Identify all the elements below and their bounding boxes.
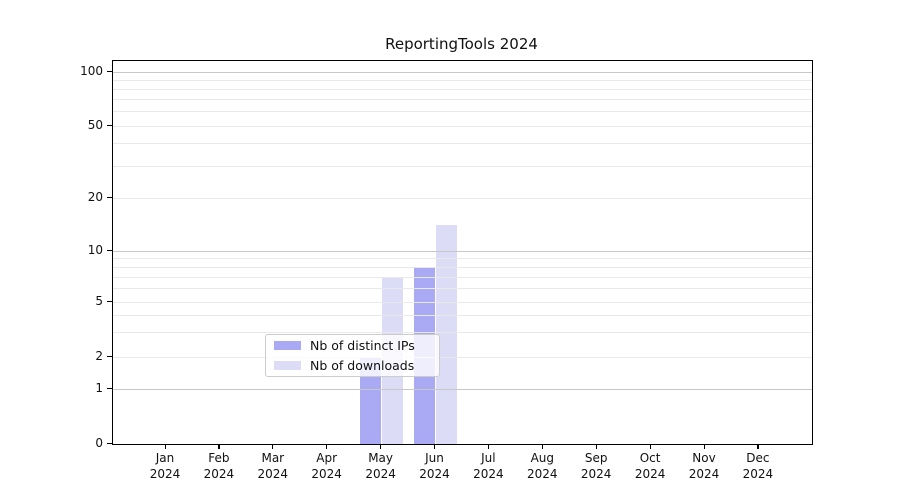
x-tick-mark (757, 444, 759, 449)
x-tick-mark (434, 444, 436, 449)
y-tick-mark (107, 249, 112, 251)
y-tick-mark (107, 70, 112, 72)
legend-label-downloads: Nb of downloads (310, 358, 415, 373)
y-tick-label: 100 (80, 64, 103, 78)
x-tick-label-nov: Nov 2024 (677, 450, 731, 482)
x-tick-year: 2024 (634, 467, 666, 481)
y-tick-label: 5 (95, 294, 103, 308)
gridline-minor (113, 332, 812, 334)
x-tick-label-mar: Mar 2024 (246, 450, 300, 482)
gridline-minor (113, 288, 812, 290)
x-tick-year: 2024 (257, 467, 289, 481)
legend-swatch-distinct-ips (274, 341, 301, 350)
x-tick-year: 2024 (419, 467, 450, 481)
x-tick-label-oct: Oct 2024 (623, 450, 677, 482)
x-tick-label-may: May 2024 (354, 450, 408, 482)
legend-item-distinct-ips: Nb of distinct IPs (266, 337, 439, 354)
legend-item-downloads: Nb of downloads (266, 357, 439, 374)
y-tick-label: 2 (95, 349, 103, 363)
y-tick-mark (107, 442, 112, 444)
gridline-minor (113, 165, 812, 167)
x-tick-label-feb: Feb 2024 (192, 450, 246, 482)
gridline-major (113, 250, 812, 252)
gridline-minor (113, 79, 812, 81)
x-tick-year: 2024 (149, 467, 181, 481)
gridline-minor (113, 197, 812, 199)
x-tick-mark (487, 444, 490, 449)
gridline-minor (113, 125, 812, 127)
gridline-minor (113, 99, 812, 101)
x-tick-mark (703, 444, 705, 449)
x-tick-label-jan: Jan 2024 (138, 450, 192, 482)
gridline-minor (113, 356, 812, 358)
x-tick-year: 2024 (311, 467, 342, 481)
x-tick-mark (380, 444, 382, 449)
chart-title: ReportingTools 2024 (385, 35, 538, 53)
gridline-major (113, 71, 812, 73)
y-tick-label: 10 (87, 243, 103, 257)
x-tick-year: 2024 (742, 467, 774, 481)
gridline-major (113, 388, 812, 390)
gridline-minor (113, 301, 812, 303)
y-tick-label: 1 (95, 381, 103, 395)
plot-area (112, 60, 813, 445)
x-tick-year: 2024 (527, 467, 558, 481)
gridline-minor (113, 143, 812, 145)
x-tick-label-aug: Aug 2024 (515, 450, 569, 482)
y-tick-mark (107, 196, 112, 198)
y-tick-label: 0 (95, 436, 103, 450)
x-tick-year: 2024 (365, 467, 396, 481)
x-tick-label-sep: Sep 2024 (569, 450, 623, 482)
x-tick-year: 2024 (580, 467, 612, 481)
y-tick-mark (107, 355, 112, 357)
y-tick-mark (107, 124, 112, 126)
bar-nb-of-distinct-ips (359, 357, 381, 444)
x-tick-label-jun: Jun 2024 (408, 450, 462, 482)
legend-swatch-downloads (274, 361, 301, 370)
x-tick-label-dec: Dec 2024 (731, 450, 785, 482)
x-tick-label-jul: Jul 2024 (461, 450, 515, 482)
gridline-minor (113, 266, 812, 268)
x-tick-label-apr: Apr 2024 (300, 450, 354, 482)
y-tick-mark (107, 387, 112, 389)
gridline-minor (113, 276, 812, 278)
gridline-minor (113, 258, 812, 260)
x-tick-mark (595, 444, 597, 449)
x-tick-year: 2024 (473, 467, 504, 481)
y-tick-mark (107, 300, 112, 302)
x-tick-mark (272, 444, 274, 449)
x-tick-mark (649, 444, 651, 449)
x-tick-mark (164, 444, 166, 449)
x-tick-mark (541, 444, 543, 449)
x-tick-mark (326, 444, 328, 449)
legend: Nb of distinct IPs Nb of downloads (265, 334, 440, 377)
y-tick-label: 20 (87, 190, 103, 204)
x-tick-year: 2024 (688, 467, 720, 481)
x-tick-year: 2024 (203, 467, 235, 481)
gridline-minor (113, 314, 812, 316)
y-tick-label: 50 (87, 118, 103, 132)
legend-label-distinct-ips: Nb of distinct IPs (310, 338, 415, 353)
x-tick-mark (218, 444, 220, 449)
gridline-minor (113, 88, 812, 90)
gridline-minor (113, 111, 812, 113)
